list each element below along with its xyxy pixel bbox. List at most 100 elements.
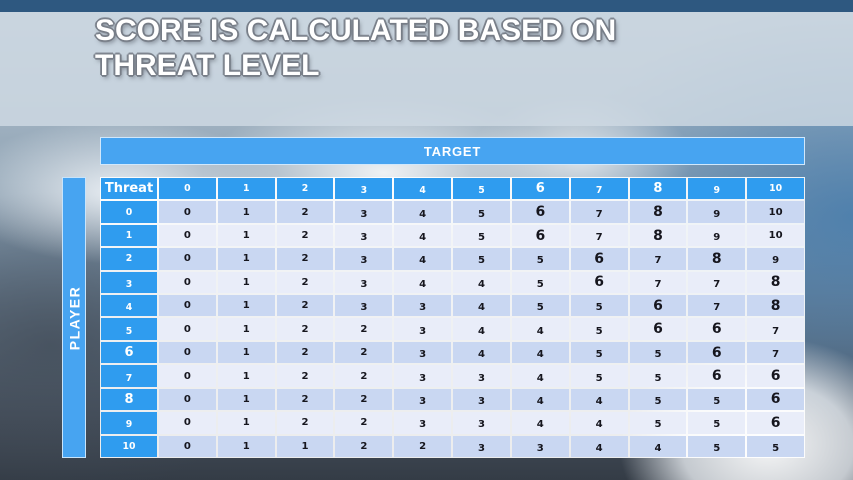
score-cell: 2 [276,388,334,411]
score-table: Threat 0 1 2 3 4 5 6 7 8 9 1 0 0 0 1 2 3 4 5 6 7 8 9 1 0 1 0 1 2 3 4 5 6 7… [100,177,805,458]
column-header-cell: 7 [570,178,628,200]
score-cell: 2 [335,412,393,434]
score-cell: 6 [688,365,746,387]
score-cell: 1 [217,271,275,294]
row-header-cell: 3 [101,271,157,294]
score-cell: 1 [217,201,275,223]
score-cell: 6 [629,318,687,340]
score-cell: 2 [335,365,393,387]
score-cell: 1 [217,318,275,340]
score-cell: 6 [511,201,569,223]
score-cell: 4 [453,318,510,340]
score-cell: 1 [217,224,275,247]
score-cell: 3 [335,224,393,247]
title-line-2: THREAT LEVEL [95,49,320,82]
score-cell: 3 [394,365,452,387]
score-cell: 0 [159,271,216,294]
score-cell: 6 [747,412,804,434]
score-cell: 5 [747,435,804,457]
score-cell: 5 [511,248,569,270]
score-cell: 8 [747,295,804,317]
score-cell: 5 [570,341,628,364]
score-cell: 6 [570,248,628,270]
score-cell: 4 [453,341,510,364]
score-cell: 4 [511,412,569,434]
score-cell: 5 [570,365,628,387]
score-cell: 5 [570,318,628,340]
row-header-cell: 5 [101,318,157,340]
score-cell: 4 [511,388,569,411]
column-header-cell: 4 [394,178,452,200]
score-cell: 0 [159,388,216,411]
score-cell: 4 [570,412,628,434]
score-cell: 4 [570,435,628,457]
score-cell: 2 [276,248,334,270]
score-cell: 6 [570,271,628,294]
row-header-cell: 1 [101,224,157,247]
column-header-cell: 0 [159,178,216,200]
score-cell: 4 [511,341,569,364]
column-header-cell: 1 [217,178,275,200]
target-header-bar: TARGET [100,137,805,165]
score-cell: 7 [629,271,687,294]
score-cell: 2 [276,318,334,340]
score-cell: 4 [570,388,628,411]
player-header-bar: PLAYER [62,177,86,458]
score-cell: 0 [159,412,216,434]
score-cell: 5 [629,365,687,387]
score-cell: 5 [570,295,628,317]
score-cell: 2 [335,341,393,364]
score-cell: 7 [747,341,804,364]
score-cell: 4 [511,318,569,340]
score-cell: 1 [217,365,275,387]
score-cell: 9 [747,248,804,270]
score-cell: 5 [629,341,687,364]
column-header-cell: 5 [453,178,510,200]
row-header-cell: 0 [101,201,157,223]
score-cell: 2 [276,341,334,364]
column-header-cell: 3 [335,178,393,200]
score-cell: 0 [159,201,216,223]
score-cell: 2 [276,412,334,434]
score-cell: 3 [453,365,510,387]
score-cell: 5 [511,295,569,317]
score-cell: 2 [276,295,334,317]
score-cell: 3 [453,435,510,457]
score-cell: 5 [453,224,510,247]
corner-header-cell: Threat [101,178,157,200]
score-cell: 3 [511,435,569,457]
score-cell: 5 [453,201,510,223]
row-header-cell: 4 [101,295,157,317]
score-cell: 7 [688,271,746,294]
score-cell: 1 [217,388,275,411]
score-cell: 1 [217,248,275,270]
row-header-cell: 7 [101,365,157,387]
score-cell: 0 [159,224,216,247]
score-cell: 7 [629,248,687,270]
score-cell: 4 [394,271,452,294]
column-header-cell: 2 [276,178,334,200]
score-cell: 5 [688,388,746,411]
score-cell: 1 [217,295,275,317]
score-cell: 5 [629,388,687,411]
score-cell: 4 [453,271,510,294]
score-cell: 4 [629,435,687,457]
score-cell: 3 [335,271,393,294]
score-cell: 7 [747,318,804,340]
score-cell: 0 [159,248,216,270]
row-header-cell: 9 [101,412,157,434]
score-cell: 6 [747,388,804,411]
score-cell: 0 [159,365,216,387]
score-cell: 3 [453,388,510,411]
score-cell: 3 [394,341,452,364]
score-cell: 2 [276,365,334,387]
page-title: SCORE IS CALCULATED BASED ON THREAT LEVE… [95,13,616,83]
score-cell: 2 [276,224,334,247]
score-cell: 8 [747,271,804,294]
score-cell: 2 [335,435,393,457]
score-cell: 6 [747,365,804,387]
score-cell: 8 [629,201,687,223]
